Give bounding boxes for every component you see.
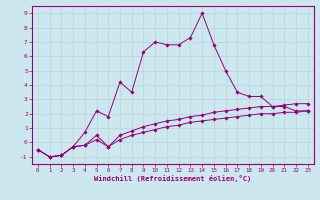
X-axis label: Windchill (Refroidissement éolien,°C): Windchill (Refroidissement éolien,°C) <box>94 175 252 182</box>
